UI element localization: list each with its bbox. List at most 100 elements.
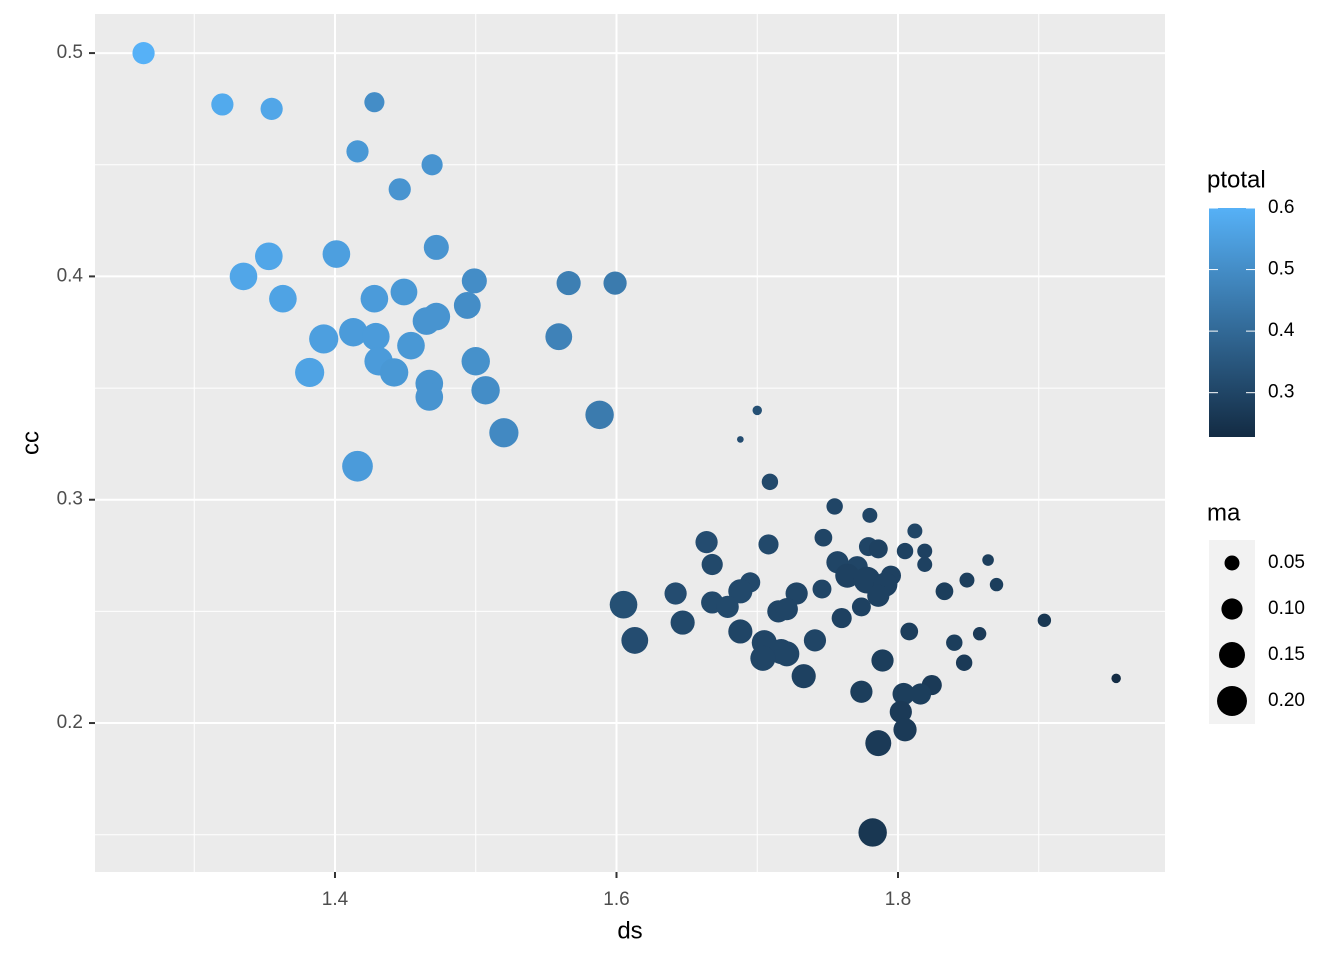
point <box>461 347 490 376</box>
point <box>758 534 779 555</box>
point <box>736 436 744 443</box>
y-tick-label: 0.4 <box>57 265 84 286</box>
point <box>982 554 994 566</box>
point <box>907 523 923 539</box>
colorbar-label: 0.3 <box>1268 382 1294 403</box>
size-label: 0.15 <box>1268 644 1305 665</box>
point <box>295 357 325 388</box>
point <box>621 627 649 654</box>
point <box>664 582 687 605</box>
point <box>379 358 409 387</box>
point <box>889 700 912 723</box>
point <box>946 634 963 651</box>
point <box>421 154 443 176</box>
size-label: 0.05 <box>1268 552 1305 573</box>
point <box>917 556 933 572</box>
point <box>585 400 614 430</box>
point <box>609 590 638 619</box>
point <box>900 622 919 641</box>
point <box>1037 613 1052 628</box>
point <box>260 97 283 121</box>
point <box>322 240 351 268</box>
point <box>211 93 234 116</box>
y-axis-title: cc <box>17 431 44 455</box>
size-label: 0.10 <box>1268 598 1305 619</box>
point <box>695 531 718 554</box>
point <box>339 318 368 347</box>
point <box>761 473 779 491</box>
point <box>791 664 816 689</box>
point <box>858 818 887 847</box>
point <box>269 284 297 313</box>
point <box>909 683 932 705</box>
point <box>750 645 776 671</box>
point <box>862 507 878 523</box>
point <box>670 610 695 635</box>
point <box>545 323 573 351</box>
point <box>871 649 894 672</box>
x-tick-label: 1.6 <box>603 889 629 910</box>
point <box>752 405 762 416</box>
point <box>814 528 833 547</box>
colorbar-label: 0.5 <box>1268 259 1294 280</box>
point <box>309 324 339 354</box>
y-tick-label: 0.2 <box>57 712 83 733</box>
point <box>461 268 487 294</box>
y-tick-label: 0.3 <box>57 489 83 510</box>
point <box>851 597 871 617</box>
point <box>701 553 723 576</box>
point <box>896 542 914 560</box>
colorbar <box>1209 208 1255 437</box>
point <box>865 730 892 757</box>
point <box>364 92 385 113</box>
point <box>989 577 1004 592</box>
x-axis-title: ds <box>617 917 642 944</box>
point <box>397 331 425 360</box>
point <box>959 572 975 588</box>
point <box>361 322 390 351</box>
color-legend-title: ptotal <box>1207 166 1266 193</box>
point <box>390 278 418 306</box>
point <box>346 140 369 163</box>
point <box>388 178 411 201</box>
size-key <box>1221 598 1243 620</box>
size-key <box>1219 642 1245 668</box>
point <box>826 498 843 515</box>
point <box>835 563 860 588</box>
point <box>255 242 283 271</box>
point <box>812 579 832 599</box>
colorbar-label: 0.6 <box>1268 197 1294 218</box>
point <box>917 543 933 559</box>
point <box>850 680 873 703</box>
point <box>728 579 753 604</box>
point <box>132 41 155 65</box>
point <box>775 598 798 621</box>
point <box>360 284 389 313</box>
point <box>423 234 449 260</box>
point <box>412 307 441 335</box>
point <box>415 383 444 411</box>
panel <box>95 14 1165 872</box>
point <box>893 718 917 742</box>
point <box>831 608 852 629</box>
x-tick-label: 1.8 <box>885 889 911 910</box>
point <box>774 641 800 667</box>
point <box>603 271 627 295</box>
size-legend-title: ma <box>1207 499 1241 526</box>
point <box>229 262 258 291</box>
point <box>935 582 954 601</box>
point <box>803 629 827 652</box>
y-tick-label: 0.5 <box>57 42 83 63</box>
point <box>489 418 519 448</box>
size-key <box>1224 555 1240 571</box>
point <box>972 627 987 641</box>
point <box>955 654 973 671</box>
point <box>868 539 888 559</box>
point <box>453 292 481 319</box>
point <box>716 595 739 619</box>
point <box>471 376 500 405</box>
size-label: 0.20 <box>1268 690 1305 711</box>
colorbar-label: 0.4 <box>1268 320 1295 341</box>
x-tick-label: 1.4 <box>322 889 349 910</box>
